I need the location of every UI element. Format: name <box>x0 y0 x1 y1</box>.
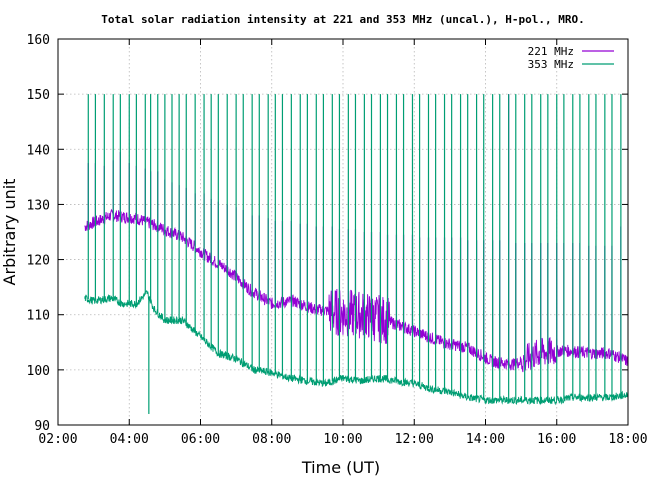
y-axis-label: Arbitrary unit <box>0 179 19 286</box>
y-tick-label: 160 <box>27 33 50 48</box>
y-tick-label: 150 <box>27 88 50 103</box>
x-axis-label: Time (UT) <box>301 458 380 477</box>
x-tick-label: 16:00 <box>537 432 576 447</box>
legend-label-221: 221 MHz <box>528 45 574 58</box>
x-tick-label: 18:00 <box>608 432 647 447</box>
y-tick-label: 120 <box>27 254 50 269</box>
x-tick-label: 10:00 <box>323 432 362 447</box>
series-353-trace <box>84 289 629 406</box>
y-tick-label: 110 <box>27 309 50 324</box>
x-tick-label: 12:00 <box>395 432 434 447</box>
chart-title: Total solar radiation intensity at 221 a… <box>101 13 584 26</box>
grid <box>58 39 628 425</box>
x-tick-label: 14:00 <box>466 432 505 447</box>
axis-ticks: 02:00 04:00 06:00 08:00 10:00 12:00 14:00 16:00… <box>27 33 648 447</box>
x-tick-label: 08:00 <box>252 432 291 447</box>
x-tick-label: 04:00 <box>110 432 149 447</box>
series-layer <box>84 94 629 414</box>
y-tick-label: 100 <box>27 364 50 379</box>
y-tick-label: 90 <box>34 419 50 434</box>
legend: 221 MHz 353 MHz <box>528 45 614 71</box>
x-tick-label: 06:00 <box>181 432 220 447</box>
y-tick-label: 140 <box>27 143 50 158</box>
legend-label-353: 353 MHz <box>528 58 574 71</box>
series-221-trace <box>84 208 629 373</box>
x-tick-label: 02:00 <box>38 432 77 447</box>
y-tick-label: 130 <box>27 198 50 213</box>
